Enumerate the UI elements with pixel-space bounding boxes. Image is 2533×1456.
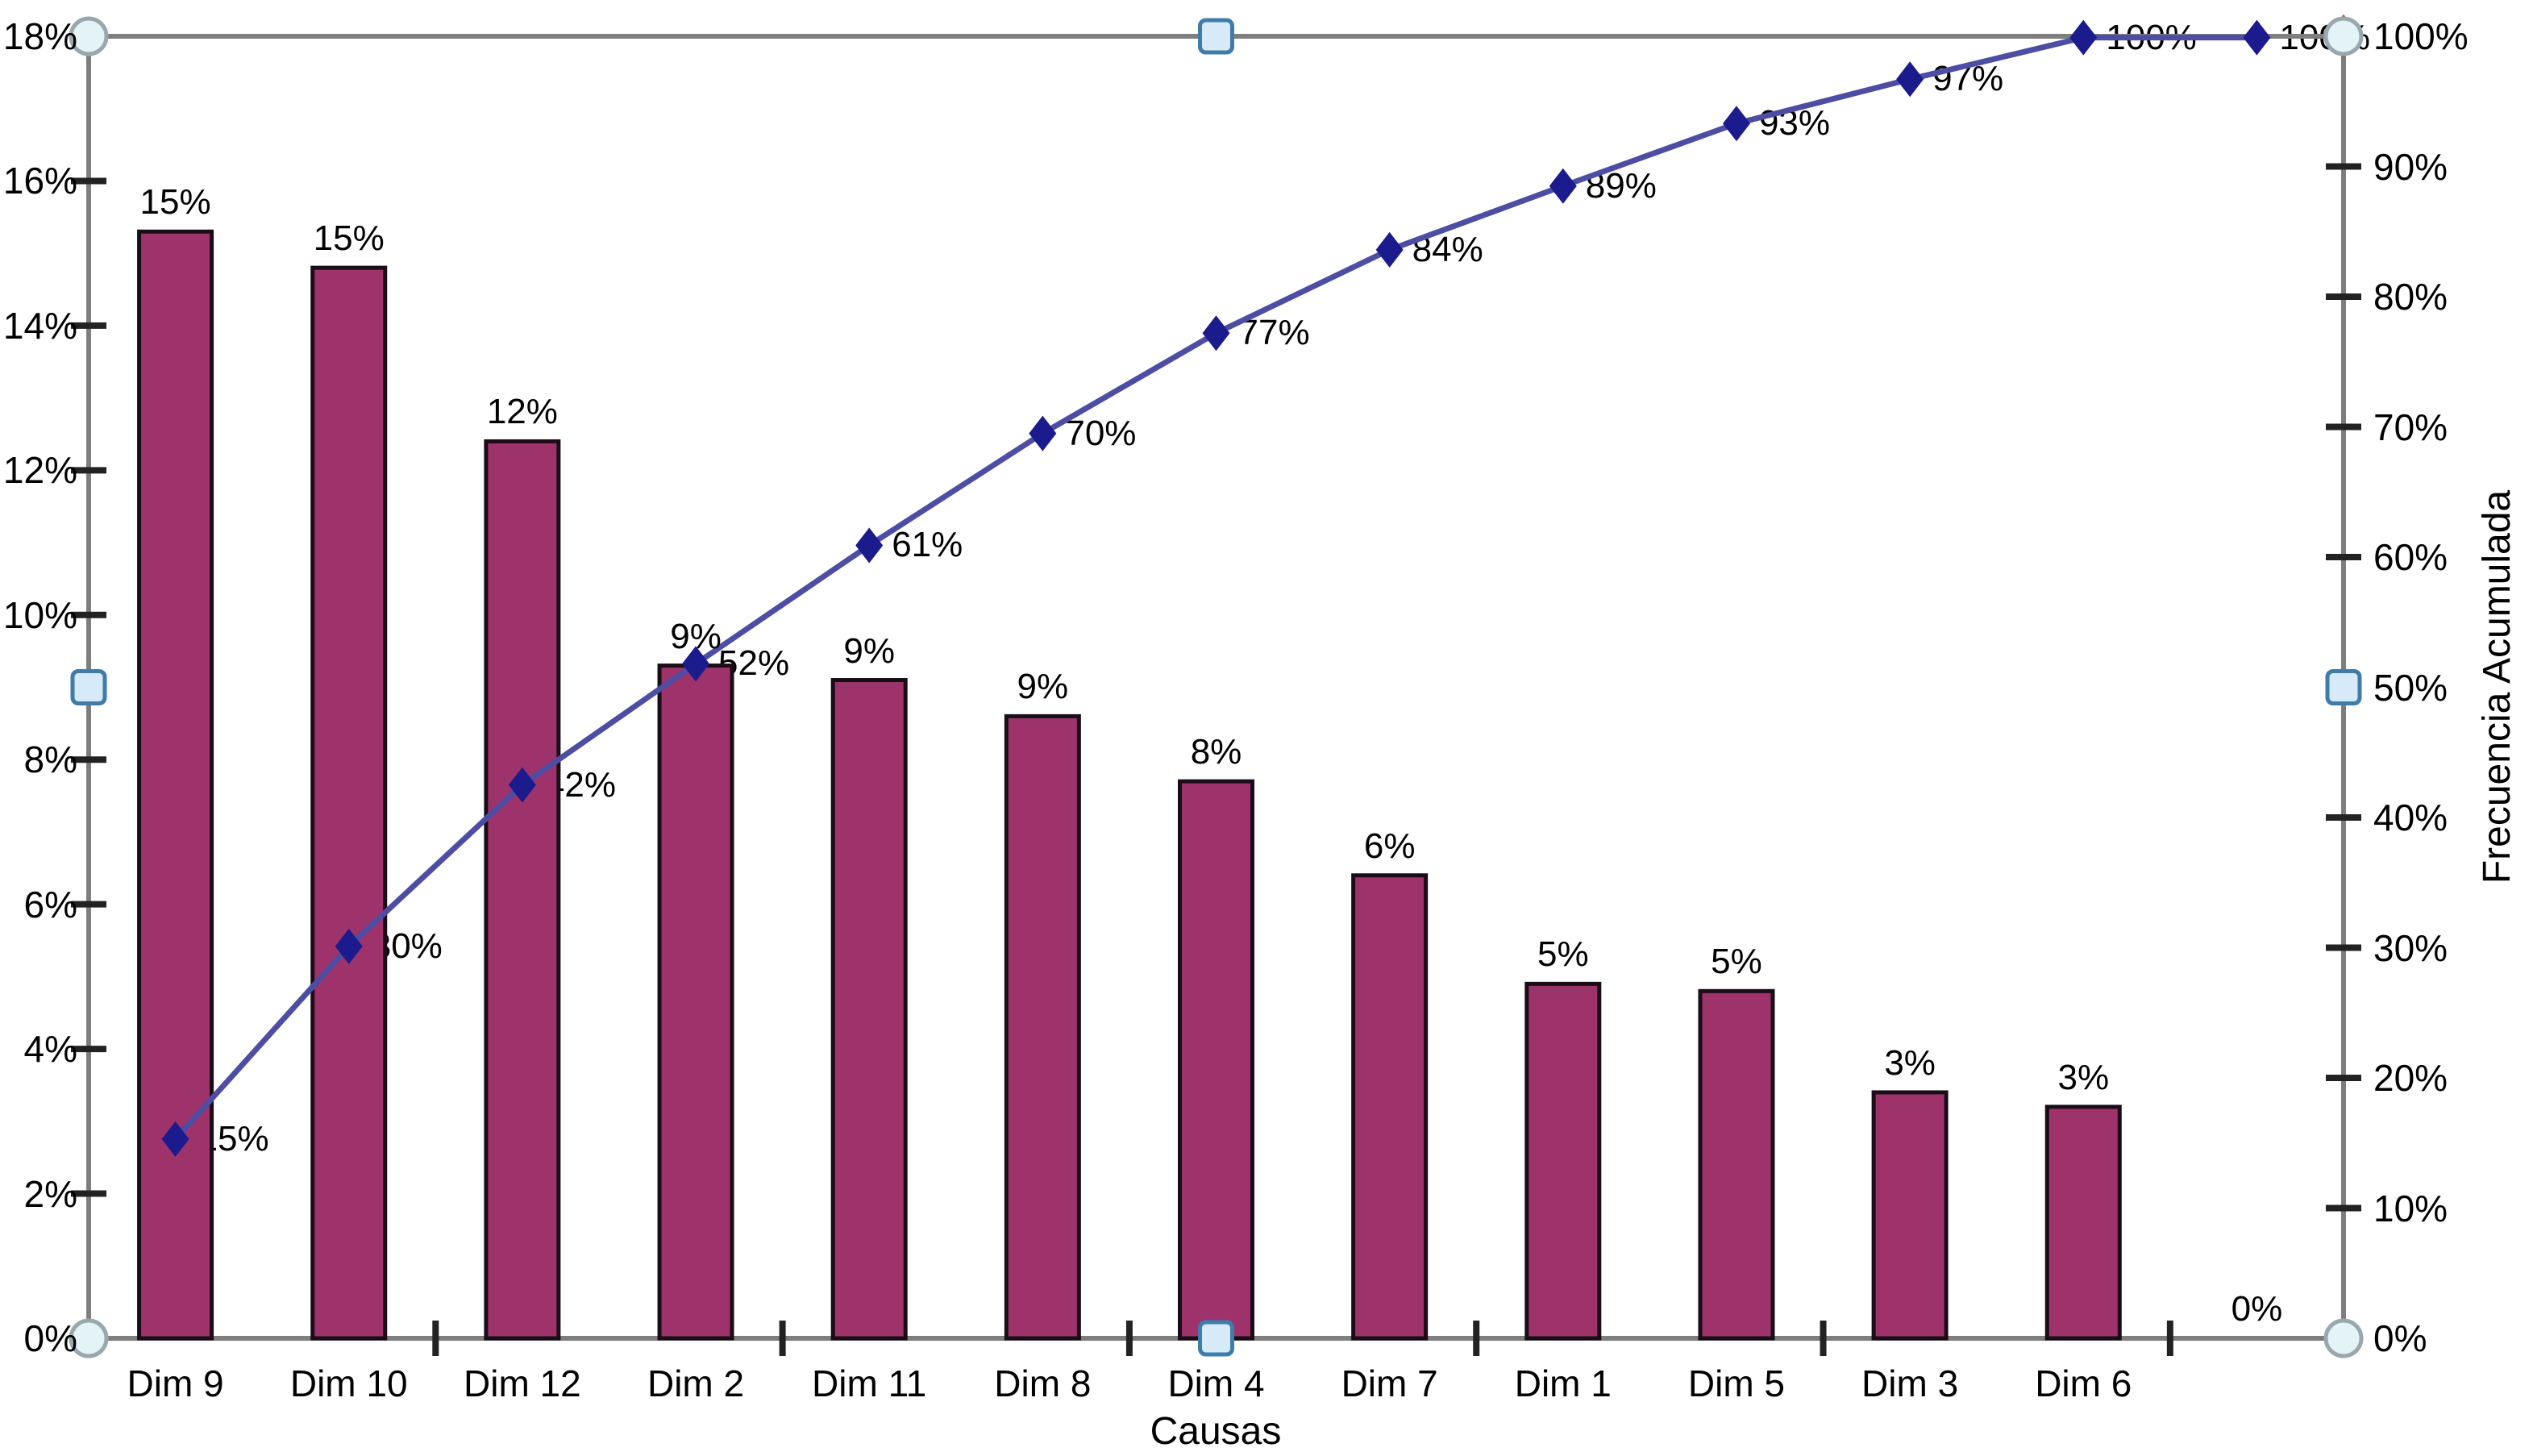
line-marker-dim-4[interactable] xyxy=(1202,315,1230,352)
selection-handle-top-right[interactable] xyxy=(2323,16,2364,56)
bar-dim-8[interactable] xyxy=(1004,713,1081,1341)
line-marker-dim-12[interactable] xyxy=(508,767,536,803)
line-marker-dim-7[interactable] xyxy=(1375,231,1404,268)
line-marker-dim-6[interactable] xyxy=(2069,19,2098,56)
cumulative-value-label-dim-11: 61% xyxy=(890,521,970,570)
bar-dim-10[interactable] xyxy=(310,265,388,1341)
selection-handle-bottom-left[interactable] xyxy=(69,1318,109,1358)
bar-dim-12[interactable] xyxy=(484,439,561,1341)
selection-handle-bottom-right[interactable] xyxy=(2323,1318,2364,1358)
line-marker-dim-10[interactable] xyxy=(335,928,363,964)
cumulative-value-label-dim-8: 70% xyxy=(1063,409,1143,458)
bar-dim-5[interactable] xyxy=(1698,988,1775,1341)
line-marker-dim-1[interactable] xyxy=(1549,168,1577,204)
selection-handle-middle-left[interactable] xyxy=(70,669,107,705)
bar-dim-6[interactable] xyxy=(2044,1104,2122,1341)
selection-handle-top-left[interactable] xyxy=(69,16,109,56)
line-marker-dim-5[interactable] xyxy=(1722,106,1750,142)
line-marker-dim-3[interactable] xyxy=(1896,61,1924,98)
bar-dim-3[interactable] xyxy=(1871,1090,1949,1341)
bar-dim-1[interactable] xyxy=(1524,981,1602,1341)
line-marker-dim-8[interactable] xyxy=(1029,415,1057,451)
bar-dim-7[interactable] xyxy=(1351,873,1429,1341)
cumulative-value-label-dim-1: 89% xyxy=(1583,161,1663,210)
selection-handle-top-center[interactable] xyxy=(1198,18,1234,55)
selection-handle-bottom-center[interactable] xyxy=(1198,1320,1234,1357)
bar-dim-9[interactable] xyxy=(137,229,214,1341)
line-marker-pt-13[interactable] xyxy=(2243,19,2271,56)
bar-dim-4[interactable] xyxy=(1178,779,1254,1341)
selection-handle-middle-right[interactable] xyxy=(2325,669,2362,705)
bar-dim-11[interactable] xyxy=(830,678,908,1341)
line-marker-dim-2[interactable] xyxy=(682,646,710,682)
line-marker-dim-9[interactable] xyxy=(161,1121,189,1157)
bar-dim-2[interactable] xyxy=(657,664,734,1341)
line-marker-dim-11[interactable] xyxy=(855,527,884,564)
